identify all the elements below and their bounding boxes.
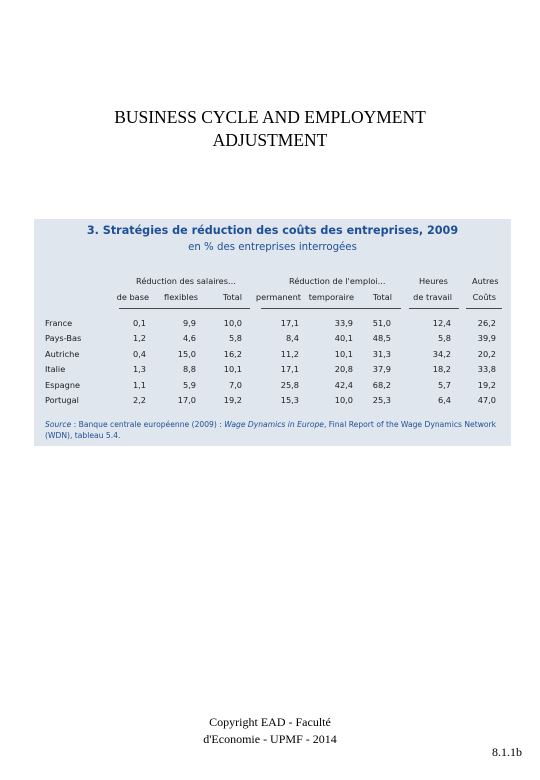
figure-source: Source : Banque centrale européenne (200… [45,420,505,441]
table-cell-de-base: 2,2 [132,395,146,405]
row-label-0: France [45,318,73,328]
table-cell-permanent: 15,3 [280,395,299,405]
table-cell-autres-couts: 26,2 [477,318,496,328]
table-cell-total-emploi: 37,9 [372,364,391,375]
figure-table: 3. Stratégies de réduction des coûts des… [34,219,511,446]
table-cell-total-emploi: 68,2 [372,379,391,390]
table-cell-total-emploi: 31,3 [372,348,391,359]
table-cell-de-base: 1,2 [132,333,146,344]
column-header-permanent: permanent [255,292,301,302]
figure-subtitle: en % des entreprises interrogées [188,242,357,253]
title-line-2: ADJUSTMENT [212,130,328,150]
table-cell-heures-travail: 34,2 [432,348,451,359]
column-header-total-emploi: Total [372,292,392,302]
table-cell-heures-travail: 18,2 [432,364,451,375]
table-cell-heures-travail: 5,8 [437,333,451,344]
table-cell-total-salaires: 10,0 [223,318,242,328]
table-cell-total-salaires: 7,0 [228,379,242,390]
table-cell-flexibles: 9,9 [182,318,196,328]
row-label-3: Italie [45,364,66,375]
table-cell-total-emploi: 25,3 [372,395,391,405]
table-cell-total-salaires: 10,1 [223,364,242,375]
table-cell-total-salaires: 5,8 [228,333,242,344]
row-label-1: Pays-Bas [45,333,82,344]
group-header-emploi: Réduction de l'emploi... [289,276,386,286]
table-cell-temporaire: 40,1 [334,333,353,344]
group-header-autres: Autres [472,276,499,286]
figure-title: 3. Stratégies de réduction des coûts des… [86,224,459,237]
table-cell-flexibles: 5,9 [182,379,196,390]
table-cell-autres-couts: 20,2 [477,348,496,359]
footer-line-2: d'Economie - UPMF - 2014 [203,732,337,746]
table-cell-temporaire: 10,1 [334,348,353,359]
table-cell-temporaire: 10,0 [334,395,353,405]
column-header-de-base: de base [116,292,149,302]
column-header-autres-couts: Coûts [472,292,496,302]
table-cell-permanent: 8,4 [285,333,299,344]
table-cell-temporaire: 33,9 [334,318,353,328]
source-label: Source [45,420,72,429]
table-cell-total-salaires: 16,2 [223,348,242,359]
column-header-total-salaires: Total [222,292,242,302]
table-cell-heures-travail: 12,4 [432,318,451,328]
table-cell-autres-couts: 19,2 [477,379,496,390]
column-header-heures-travail: de travail [413,292,452,302]
column-header-flexibles: flexibles [164,292,198,302]
source-text-2: , Final Report of the Wage Dynamics Netw… [45,420,497,440]
row-label-5: Portugal [45,395,79,405]
page-number: 8.1.1b [492,745,522,759]
table-cell-temporaire: 20,8 [334,364,353,375]
table-cell-temporaire: 42,4 [334,379,353,390]
table-cell-de-base: 1,3 [132,364,146,375]
group-header-heures: Heures [419,276,448,286]
table-cell-autres-couts: 33,8 [477,364,496,375]
page-title: BUSINESS CYCLE AND EMPLOYMENT ADJUSTMENT [0,106,540,152]
table-cell-permanent: 17,1 [280,364,299,375]
title-line-1: BUSINESS CYCLE AND EMPLOYMENT [114,107,426,127]
table-cell-heures-travail: 6,4 [437,395,451,405]
table-cell-flexibles: 17,0 [177,395,196,405]
footer-line-1: Copyright EAD - Faculté [209,715,331,729]
row-label-4: Espagne [45,379,81,390]
rule-salaires [119,308,250,309]
table-cell-flexibles: 4,6 [182,333,196,344]
table-cell-total-salaires: 19,2 [223,395,242,405]
table-cell-autres-couts: 47,0 [477,395,496,405]
table-cell-autres-couts: 39,9 [477,333,496,344]
table-cell-permanent: 11,2 [280,348,299,359]
row-label-2: Autriche [45,348,80,359]
table-cell-de-base: 0,4 [132,348,146,359]
source-text-1: : Banque centrale européenne (2009) : [71,420,225,429]
table-cell-heures-travail: 5,7 [437,379,451,390]
footer-copyright: Copyright EAD - Faculté d'Economie - UPM… [0,714,540,748]
table-cell-total-emploi: 51,0 [372,318,391,328]
column-header-temporaire: temporaire [308,292,354,302]
table-cell-flexibles: 8,8 [182,364,196,375]
table-cell-total-emploi: 48,5 [372,333,391,344]
rule-autres [466,308,502,309]
source-title: Wage Dynamics in Europe [224,420,324,429]
table-cell-permanent: 25,8 [280,379,299,390]
group-header-salaires: Réduction des salaires... [136,276,236,286]
table-cell-flexibles: 15,0 [177,348,196,359]
rule-heures [409,308,459,309]
rule-emploi [261,308,401,309]
table-cell-de-base: 0,1 [132,318,146,328]
table-cell-de-base: 1,1 [132,379,146,390]
table-cell-permanent: 17,1 [280,318,299,328]
